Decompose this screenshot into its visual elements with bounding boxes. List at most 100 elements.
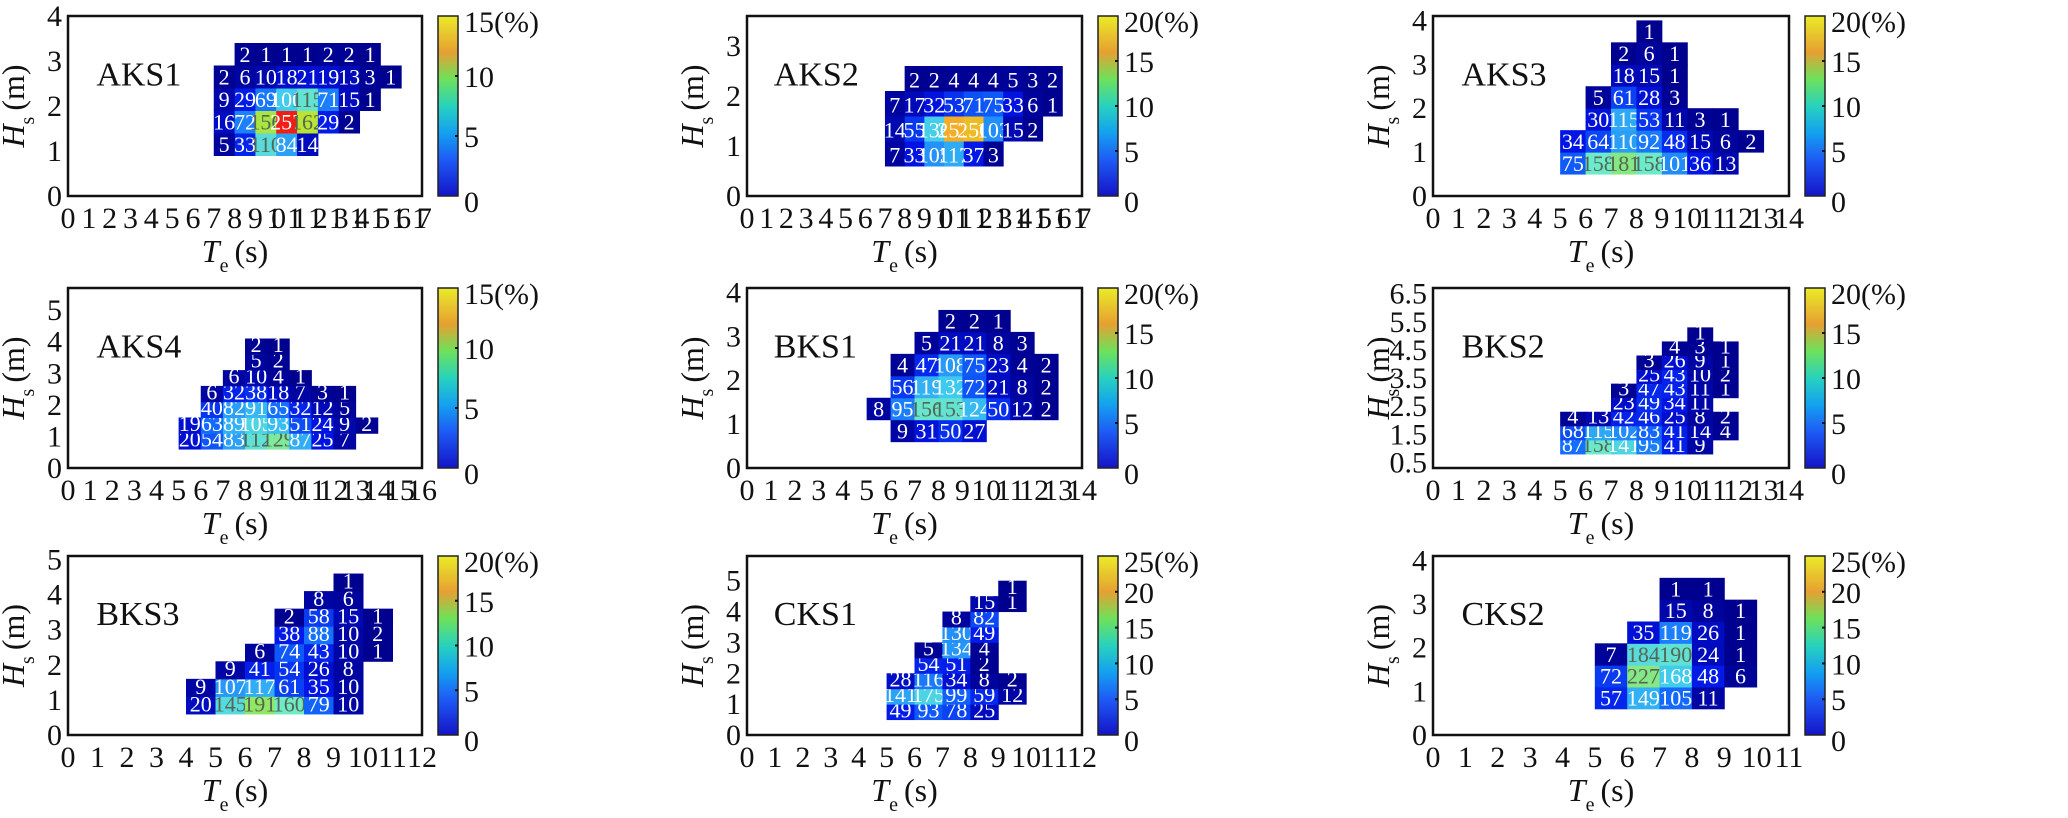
heatmap-cell — [970, 688, 999, 705]
cell-count-label: 6 — [240, 65, 251, 90]
heatmap-cell — [234, 43, 256, 66]
x-tick-label: 11 — [1040, 741, 1069, 774]
x-tick-label: 9 — [1717, 741, 1732, 774]
heatmap-cell — [962, 397, 987, 421]
colorbar-tick-label: 20(%) — [1831, 6, 1906, 39]
heatmap-cell — [942, 688, 971, 705]
x-tick-label: 1 — [90, 741, 105, 774]
x-tick-label: 15 — [1033, 202, 1052, 235]
x-tick-label: 0 — [1426, 741, 1441, 774]
heatmap-cell — [914, 397, 939, 421]
y-tick-label: 2 — [47, 389, 62, 422]
heatmap-cell — [333, 417, 357, 434]
heatmap-cell — [222, 433, 246, 450]
x-tick-label: 4 — [149, 474, 164, 507]
plot-frame — [1431, 14, 1791, 198]
x-tick-label: 16 — [391, 202, 411, 235]
x-tick-label: 9 — [955, 474, 970, 507]
colorbar-tick-label: 0 — [1124, 725, 1139, 758]
cell-count-label: 3 — [317, 379, 328, 404]
plot-frame — [745, 14, 1084, 198]
heatmap-cell — [245, 696, 275, 715]
heatmap-cell — [333, 385, 357, 403]
heatmap-cell — [1712, 152, 1739, 175]
colorbar — [1804, 555, 1826, 736]
heatmap-cell — [333, 643, 364, 662]
heatmap-cell — [267, 385, 290, 403]
colorbar-tick-label: 5 — [464, 393, 479, 426]
y-tick-label: 5 — [47, 294, 62, 327]
x-tick-label: 13 — [1749, 474, 1779, 507]
heatmap-cell — [890, 375, 915, 399]
heatmap-cell — [304, 696, 334, 715]
heatmap-cell — [986, 353, 1011, 377]
x-tick-label: 17 — [1073, 202, 1092, 235]
heatmap-cell — [245, 433, 268, 450]
cell-count-label: 19 — [179, 411, 201, 436]
cell-count-label: 14 — [296, 132, 318, 157]
heatmap-cell — [234, 110, 256, 134]
cell-count-label: 4 — [979, 636, 990, 661]
heatmap-cell — [304, 678, 334, 697]
y-tick-label: 3 — [726, 626, 741, 659]
cell-count-label: 7 — [889, 142, 900, 167]
x-tick-label: 14 — [363, 474, 393, 507]
heatmap-cell — [276, 110, 298, 134]
x-tick-label: 3 — [811, 474, 826, 507]
cell-count-label: 1 — [295, 364, 306, 389]
cell-count-label: 2 — [1041, 353, 1052, 378]
heatmap-cell — [1636, 42, 1663, 65]
heatmap-cell — [363, 643, 393, 662]
heatmap-cell — [983, 91, 1004, 117]
heatmap-cell — [1691, 621, 1725, 644]
heatmap-cell — [970, 611, 999, 628]
cell-count-label: 5 — [251, 348, 262, 373]
cell-count-label: 5 — [923, 636, 934, 661]
heatmap-cell — [317, 65, 340, 89]
colorbar-tick-label: 0 — [1831, 458, 1846, 491]
heatmap-cell — [213, 110, 236, 134]
heatmap-cell — [1034, 353, 1059, 377]
cell-count-label: 1 — [1047, 92, 1058, 117]
heatmap-cell — [1636, 86, 1663, 109]
x-tick-label: 8 — [238, 474, 253, 507]
heatmap-cell — [1010, 331, 1035, 355]
heatmap-cell — [938, 375, 963, 399]
heatmap-cell — [338, 65, 361, 89]
y-axis-label: Hs(m) — [1360, 604, 1404, 688]
cell-count-label: 119 — [1660, 620, 1692, 645]
x-tick-label: 0 — [61, 741, 76, 774]
heatmap-cell — [1585, 130, 1612, 153]
heatmap-cell — [245, 354, 268, 371]
heatmap-cell — [1594, 643, 1628, 666]
cell-count-label: 4 — [897, 353, 908, 378]
cell-count-label: 35 — [1632, 620, 1654, 645]
x-tick-label: 8 — [931, 474, 946, 507]
heatmap-cell — [1585, 425, 1612, 441]
heatmap-cell — [304, 661, 334, 680]
cell-count-label: 2 — [1041, 396, 1052, 421]
cell-count-label: 6 — [1735, 664, 1746, 689]
heatmap-cell — [886, 704, 915, 721]
y-tick-label: 3 — [1412, 588, 1427, 621]
x-tick-label: 4 — [179, 741, 194, 774]
x-tick-label: 2 — [1490, 741, 1505, 774]
cell-count-label: 2 — [1047, 67, 1058, 92]
heatmap-cell — [1712, 108, 1739, 131]
x-tick-label: 2 — [779, 202, 794, 235]
cell-count-label: 3 — [1695, 333, 1706, 358]
heatmap-cell — [1585, 411, 1612, 427]
y-tick-label: 0 — [47, 452, 62, 485]
heatmap-cell — [1687, 108, 1714, 131]
cell-count-label: 23 — [987, 353, 1009, 378]
cell-count-label: 21 — [963, 331, 985, 356]
plot-frame — [745, 286, 1084, 470]
heatmap-cell — [213, 88, 236, 111]
x-tick-label: 10 — [935, 202, 954, 235]
x-axis-label: Te (s) — [202, 505, 268, 549]
y-tick-label: 2.5 — [1390, 390, 1428, 423]
cell-count-label: 29 — [234, 87, 256, 112]
cell-count-label: 9 — [1695, 347, 1706, 372]
